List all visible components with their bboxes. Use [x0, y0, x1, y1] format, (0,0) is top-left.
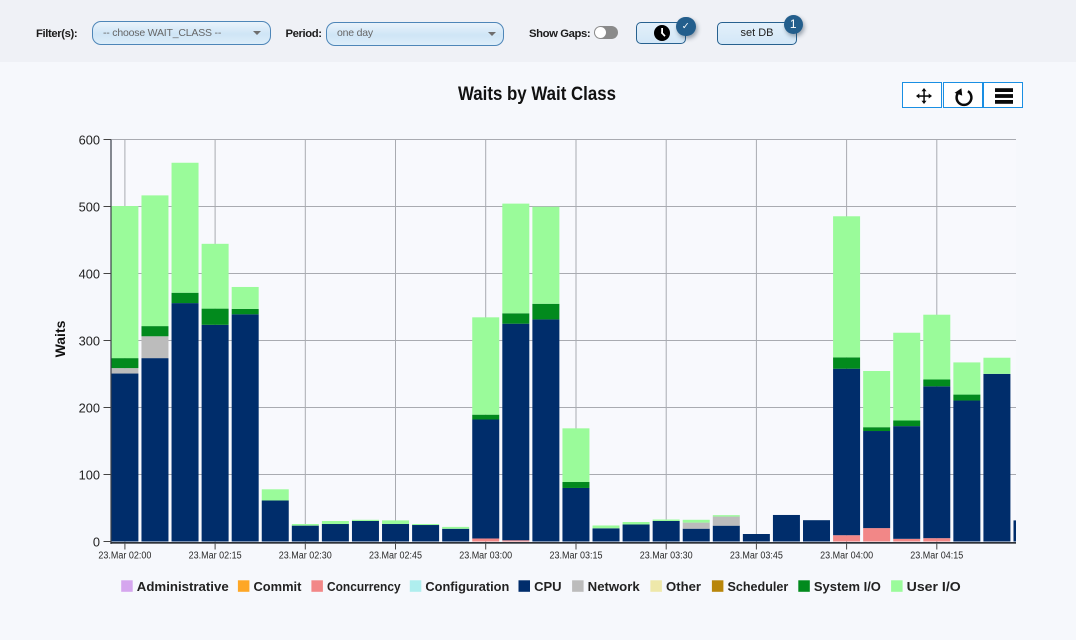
svg-text:600: 600: [79, 132, 100, 147]
svg-text:CPU: CPU: [534, 579, 562, 594]
svg-text:200: 200: [79, 400, 100, 415]
svg-text:400: 400: [79, 266, 100, 281]
svg-text:23.Mar 02:00: 23.Mar 02:00: [98, 551, 152, 562]
svg-text:23.Mar 03:45: 23.Mar 03:45: [730, 551, 784, 562]
svg-text:Waits by Wait Class: Waits by Wait Class: [458, 84, 616, 105]
svg-text:23.Mar 04:00: 23.Mar 04:00: [820, 551, 874, 562]
svg-text:Network: Network: [588, 579, 641, 594]
svg-text:23.Mar 02:15: 23.Mar 02:15: [189, 551, 243, 562]
svg-text:23.Mar 02:30: 23.Mar 02:30: [279, 551, 333, 562]
svg-text:500: 500: [79, 199, 100, 214]
svg-text:System I/O: System I/O: [814, 579, 881, 594]
svg-text:23.Mar 04:15: 23.Mar 04:15: [910, 551, 964, 562]
svg-text:Scheduler: Scheduler: [728, 579, 789, 594]
svg-text:Commit: Commit: [254, 579, 303, 594]
svg-text:0: 0: [93, 534, 100, 549]
svg-text:100: 100: [79, 467, 100, 482]
svg-text:23.Mar 03:30: 23.Mar 03:30: [640, 551, 694, 562]
svg-text:Administrative: Administrative: [137, 579, 229, 594]
svg-text:23.Mar 03:00: 23.Mar 03:00: [459, 551, 513, 562]
svg-text:300: 300: [79, 333, 100, 348]
svg-text:Other: Other: [666, 579, 701, 594]
svg-text:Waits: Waits: [52, 320, 68, 357]
svg-text:Configuration: Configuration: [425, 579, 509, 594]
svg-text:23.Mar 03:15: 23.Mar 03:15: [550, 551, 604, 562]
svg-text:User I/O: User I/O: [907, 579, 961, 594]
svg-text:Concurrency: Concurrency: [327, 579, 401, 594]
svg-text:23.Mar 02:45: 23.Mar 02:45: [369, 551, 423, 562]
